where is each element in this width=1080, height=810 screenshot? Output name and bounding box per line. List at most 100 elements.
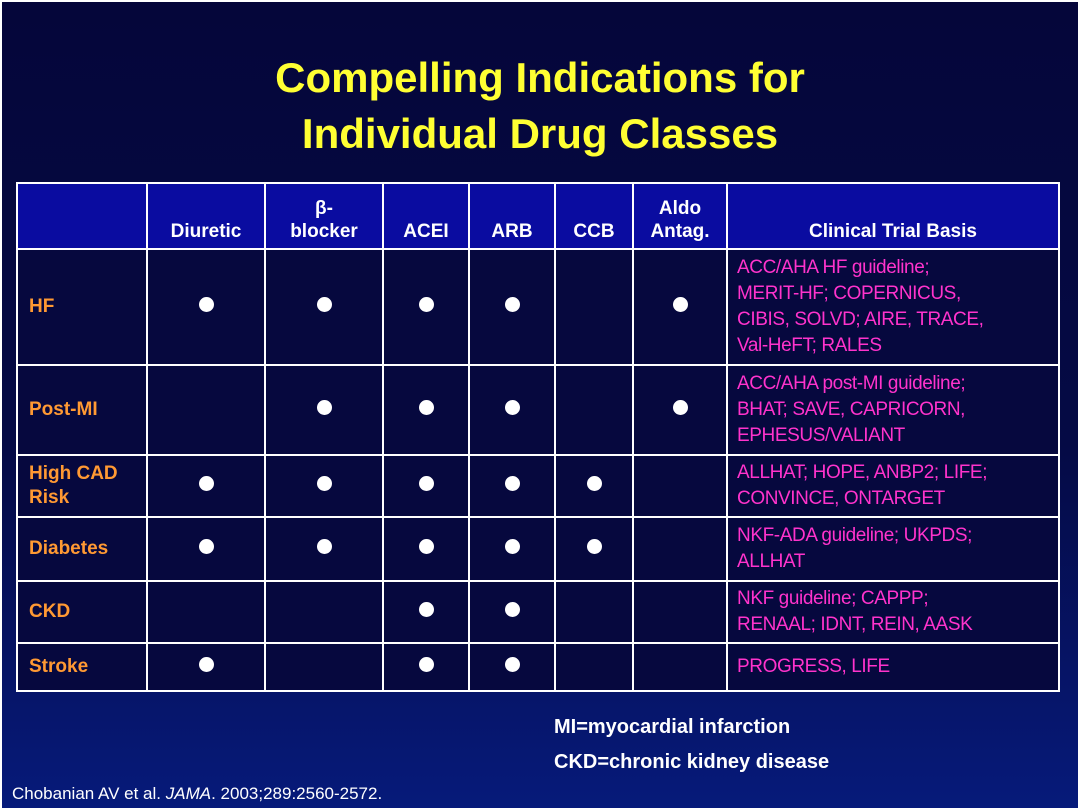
abbrev-mi: MI=myocardial infarction: [554, 716, 791, 738]
header-ccb: CCB: [554, 182, 634, 250]
citation-details: . 2003;289:2560-2572.: [211, 784, 383, 803]
table-row: Post-MI ACC/AHA post-MI guideline; BHAT; S…: [16, 364, 1060, 456]
cell-acei: [382, 454, 470, 518]
corner-cell: [16, 182, 148, 250]
cell-aldo-antag: [632, 364, 728, 456]
cell-beta-blocker: [264, 248, 384, 366]
clinical-trial-basis: NKF-ADA guideline; UKPDS; ALLHAT: [726, 516, 1060, 582]
table-row: CKD NKF guideline; CAPPP; RENAAL; IDNT, RE…: [16, 580, 1060, 644]
header-acei: ACEI: [382, 182, 470, 250]
row-label: Stroke: [16, 642, 148, 692]
citation-journal: JAMA: [165, 784, 212, 803]
table-row: High CAD Risk ALLHAT; HOPE, ANBP2; LIFE; CO…: [16, 454, 1060, 518]
citation: Chobanian AV et al. JAMA. 2003;289:2560-…: [12, 784, 382, 804]
trial-basis-line: ACC/AHA post-MI guideline;: [737, 373, 966, 394]
trial-basis-line: ACC/AHA HF guideline;: [737, 257, 930, 278]
clinical-trial-basis: ACC/AHA post-MI guideline; BHAT; SAVE, CA…: [726, 364, 1060, 456]
row-label-line-1: Post-MI: [29, 399, 98, 420]
indication-dot-icon: [316, 297, 332, 312]
cell-arb: [468, 580, 556, 644]
indication-dot-icon: [504, 297, 520, 312]
cell-aldo-antag: [632, 454, 728, 518]
row-label: CKD: [16, 580, 148, 644]
indication-dot-icon: [672, 400, 688, 415]
indication-dot-icon: [504, 539, 520, 554]
indication-dot-icon: [504, 400, 520, 415]
indication-dot-icon: [316, 539, 332, 554]
cell-ccb: [554, 454, 634, 518]
cell-diuretic: [146, 516, 266, 582]
trial-basis-line: RENAAL; IDNT, REIN, AASK: [737, 614, 973, 635]
header-arb: ARB: [468, 182, 556, 250]
abbreviations: MI=myocardial infarction CKD=chronic kid…: [554, 710, 829, 780]
slide-title: Compelling Indications for Individual Dr…: [2, 50, 1078, 162]
cell-acei: [382, 516, 470, 582]
row-label-line-1: Diabetes: [29, 538, 109, 559]
cell-ccb: [554, 642, 634, 692]
cell-acei: [382, 642, 470, 692]
header-clinical-trial-basis: Clinical Trial Basis: [726, 182, 1060, 250]
title-line-1: Compelling Indications for: [275, 54, 805, 101]
cell-ccb: [554, 580, 634, 644]
trial-basis-line: PROGRESS, LIFE: [737, 656, 890, 677]
table-row: Diabetes NKF-ADA guideline; UKPDS; ALLHAT: [16, 516, 1060, 582]
citation-authors: Chobanian AV et al.: [12, 784, 166, 803]
cell-aldo-antag: [632, 516, 728, 582]
row-label: HF: [16, 248, 148, 366]
header-aldo-line-1: Aldo: [658, 198, 702, 219]
title-line-2: Individual Drug Classes: [301, 110, 779, 157]
row-label: High CAD Risk: [16, 454, 148, 518]
trial-basis-line: MERIT-HF; COPERNICUS,: [737, 283, 961, 304]
trial-basis-line: Val-HeFT; RALES: [737, 335, 882, 356]
cell-diuretic: [146, 580, 266, 644]
row-label: Post-MI: [16, 364, 148, 456]
header-diuretic: Diuretic: [146, 182, 266, 250]
cell-arb: [468, 642, 556, 692]
indication-dot-icon: [418, 297, 434, 312]
indication-dot-icon: [418, 602, 434, 617]
header-aldo-line-2: Antag.: [650, 221, 710, 242]
header-beta-blocker: β- blocker: [264, 182, 384, 250]
table-row: HF ACC/AHA HF guideline; MERIT-HF; COPERNI…: [16, 248, 1060, 366]
indication-dot-icon: [198, 476, 214, 491]
trial-basis-line: BHAT; SAVE, CAPRICORN,: [737, 399, 966, 420]
clinical-trial-basis: NKF guideline; CAPPP; RENAAL; IDNT, REIN,…: [726, 580, 1060, 644]
trial-basis-line: CIBIS, SOLVD; AIRE, TRACE,: [737, 309, 984, 330]
row-label-line-2: Risk: [29, 487, 70, 508]
trial-basis-line: CONVINCE, ONTARGET: [737, 488, 945, 509]
clinical-trial-basis: ACC/AHA HF guideline; MERIT-HF; COPERNICU…: [726, 248, 1060, 366]
abbrev-ckd: CKD=chronic kidney disease: [554, 751, 830, 773]
indication-dot-icon: [504, 657, 520, 672]
cell-ccb: [554, 248, 634, 366]
trial-basis-line: NKF-ADA guideline; UKPDS;: [737, 525, 972, 546]
cell-acei: [382, 248, 470, 366]
header-row: Diuretic β- blocker ACEI ARB CCB Aldo An…: [16, 182, 1060, 250]
clinical-trial-basis: PROGRESS, LIFE: [726, 642, 1060, 692]
indication-dot-icon: [504, 476, 520, 491]
cell-arb: [468, 516, 556, 582]
cell-beta-blocker: [264, 364, 384, 456]
row-label-line-1: HF: [29, 296, 55, 317]
trial-basis-line: ALLHAT; HOPE, ANBP2; LIFE;: [737, 462, 988, 483]
cell-ccb: [554, 364, 634, 456]
indication-dot-icon: [418, 539, 434, 554]
clinical-trial-basis: ALLHAT; HOPE, ANBP2; LIFE; CONVINCE, ONTA…: [726, 454, 1060, 518]
cell-beta-blocker: [264, 516, 384, 582]
trial-basis-line: NKF guideline; CAPPP;: [737, 588, 929, 609]
indication-dot-icon: [316, 476, 332, 491]
indication-dot-icon: [418, 657, 434, 672]
indication-dot-icon: [504, 602, 520, 617]
cell-ccb: [554, 516, 634, 582]
cell-aldo-antag: [632, 248, 728, 366]
trial-basis-line: ALLHAT: [737, 551, 805, 572]
header-aldo-antag: Aldo Antag.: [632, 182, 728, 250]
indication-dot-icon: [586, 476, 602, 491]
header-beta-line-2: blocker: [290, 221, 358, 242]
cell-acei: [382, 580, 470, 644]
header-beta-line-1: β-: [315, 198, 333, 219]
cell-aldo-antag: [632, 580, 728, 644]
trial-basis-line: EPHESUS/VALIANT: [737, 425, 905, 446]
row-label-line-1: High CAD: [29, 463, 118, 484]
cell-beta-blocker: [264, 580, 384, 644]
